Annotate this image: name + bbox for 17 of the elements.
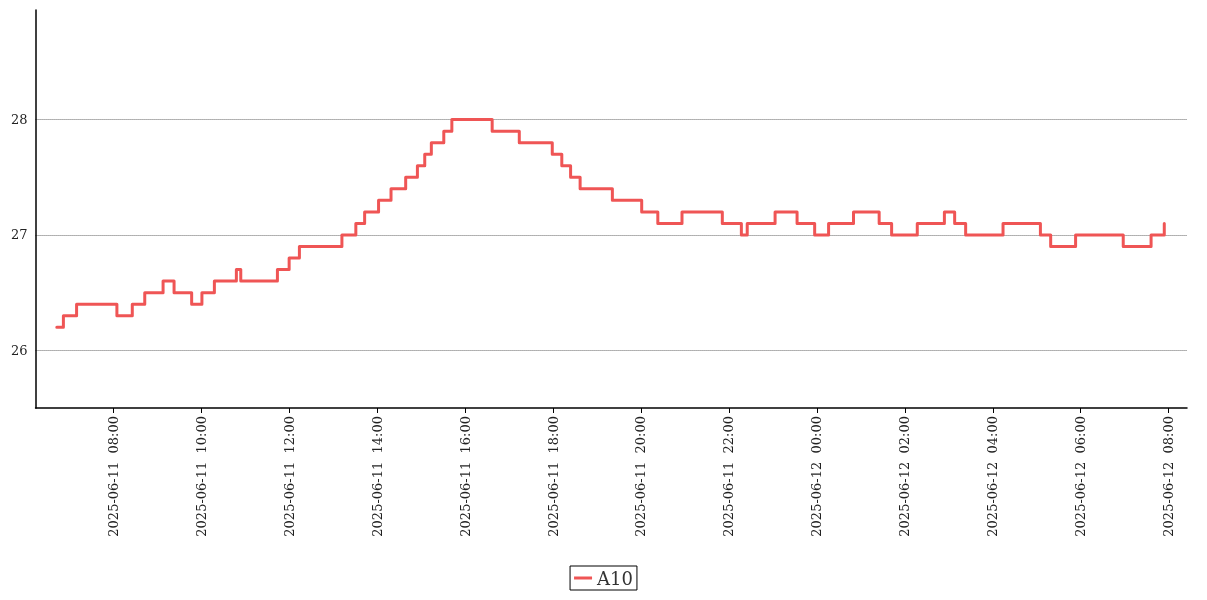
x-tick-label: 2025-06-11 22:00 (721, 416, 737, 537)
x-tick-label: 2025-06-11 14:00 (369, 416, 385, 537)
x-tick-label: 2025-06-12 00:00 (809, 416, 825, 537)
x-tick-label: 2025-06-11 18:00 (545, 416, 561, 537)
x-tick-label: 2025-06-12 06:00 (1073, 416, 1089, 537)
y-tick-label: 26 (11, 342, 28, 358)
x-tick-label: 2025-06-11 08:00 (105, 416, 121, 537)
legend-label: A10 (596, 567, 633, 589)
x-tick-label: 2025-06-11 20:00 (633, 416, 649, 537)
x-tick-label: 2025-06-11 16:00 (457, 416, 473, 537)
x-tick-label: 2025-06-12 08:00 (1161, 416, 1177, 537)
x-tick-label: 2025-06-12 04:00 (985, 416, 1001, 537)
x-tick-label: 2025-06-11 12:00 (281, 416, 297, 537)
y-tick-label: 28 (11, 112, 28, 128)
x-tick-label: 2025-06-12 02:00 (897, 416, 913, 537)
x-tick-label: 2025-06-11 10:00 (193, 416, 209, 537)
y-tick-label: 27 (11, 227, 28, 243)
